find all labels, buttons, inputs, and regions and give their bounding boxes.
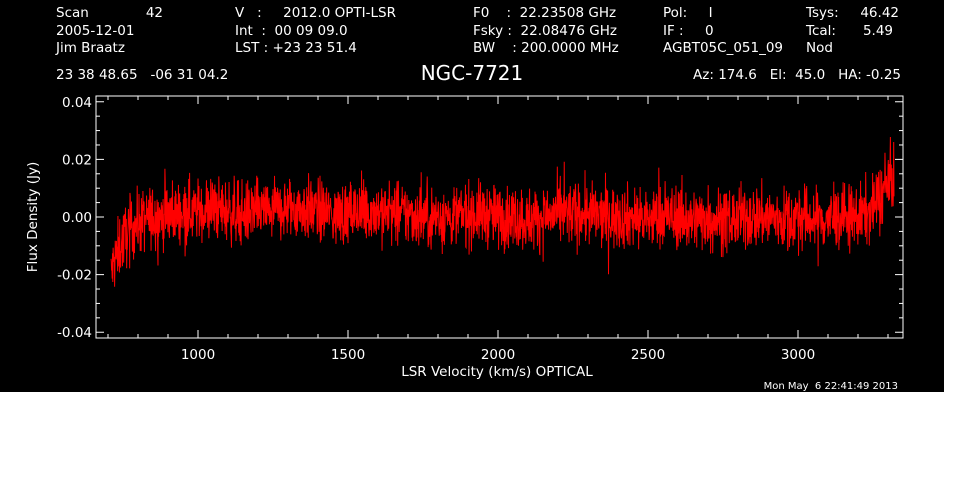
y-axis: -0.04 -0.02 0.00 0.02 0.04 (57, 95, 903, 341)
spectrum-plot-window: Scan 42 2005-12-01 Jim Braatz V : 2012.0… (0, 0, 944, 392)
source-coordinates: 23 38 48.65 -06 31 04.2 (56, 67, 228, 83)
bandwidth: BW : 200.0000 MHz (473, 40, 619, 56)
x-tick-label: 2500 (631, 347, 665, 363)
x-tick-label: 3000 (781, 347, 815, 363)
y-tick-label: 0.02 (62, 152, 92, 168)
spectrum-trace (110, 137, 895, 287)
x-tick-label: 1000 (181, 347, 215, 363)
tsys-label: Tsys: (805, 5, 839, 21)
tcal-value: 5.49 (863, 23, 893, 39)
scan-label: Scan (56, 5, 89, 21)
x-axis: 1000 1500 2000 2500 3000 (107, 96, 889, 363)
tsys-value: 46.42 (860, 5, 899, 21)
observer-name: Jim Braatz (55, 40, 125, 56)
x-tick-label: 2000 (481, 347, 515, 363)
integration-time: Int : 00 09 09.0 (235, 23, 348, 39)
az-el-ha: Az: 174.6 El: 45.0 HA: -0.25 (693, 67, 901, 83)
y-tick-label: 0.04 (62, 95, 92, 111)
chart-title: NGC-7721 (421, 61, 524, 85)
if-number: IF : 0 (663, 23, 714, 39)
spectrum-plot: Scan 42 2005-12-01 Jim Braatz V : 2012.0… (25, 5, 904, 392)
y-tick-label: -0.04 (57, 325, 92, 341)
sky-frequency: Fsky : 22.08476 GHz (473, 23, 617, 39)
y-tick-label: -0.02 (57, 268, 92, 284)
y-axis-label: Flux Density (Jy) (25, 162, 41, 272)
x-axis-label: LSR Velocity (km/s) OPTICAL (401, 364, 593, 380)
lst-info: LST : +23 23 51.4 (235, 40, 357, 56)
obs-date: 2005-12-01 (56, 23, 134, 39)
rest-frequency: F0 : 22.23508 GHz (473, 5, 616, 21)
render-timestamp: Mon May 6 22:41:49 2013 (764, 381, 898, 392)
y-tick-label: 0.00 (62, 210, 92, 226)
velocity-info: V : 2012.0 OPTI-LSR (235, 5, 396, 21)
tcal-label: Tcal: (805, 23, 836, 39)
project-id: AGBT05C_051_09 (663, 40, 783, 56)
scan-number: 42 (146, 5, 163, 21)
x-tick-label: 1500 (331, 347, 365, 363)
switching-mode: Nod (806, 40, 833, 56)
polarization: Pol: I (663, 5, 713, 21)
